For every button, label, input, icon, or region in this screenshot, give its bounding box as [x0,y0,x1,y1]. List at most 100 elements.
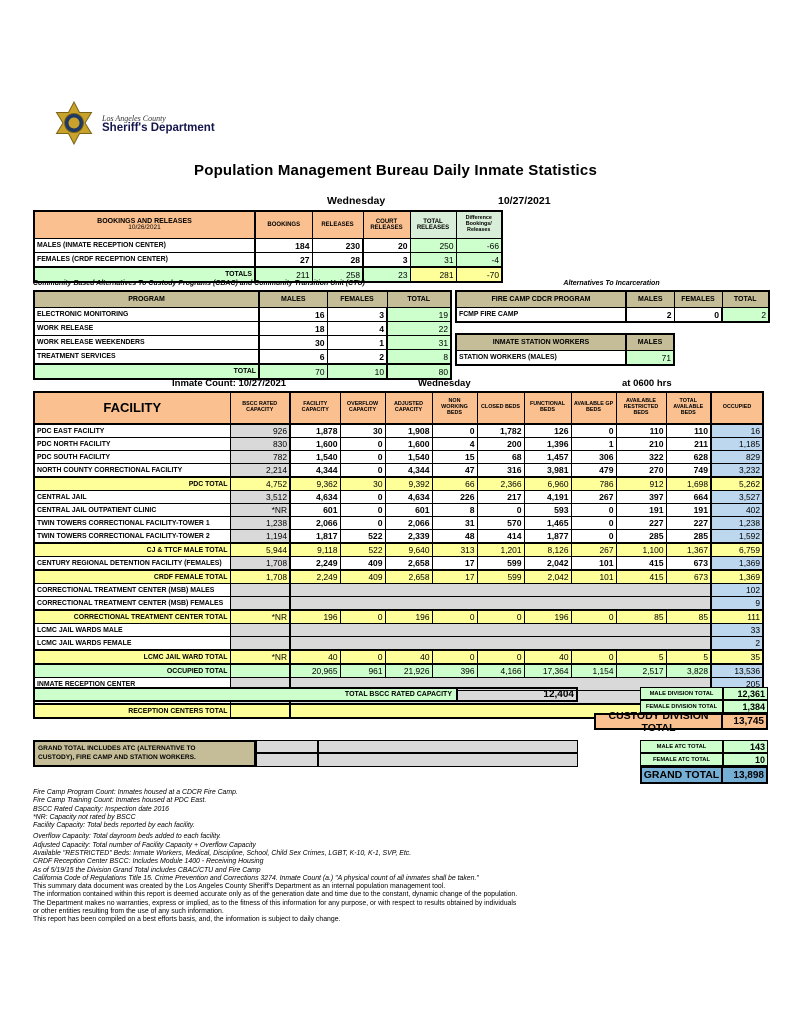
occupied-value: 3,232 [710,463,764,478]
data-row: TREATMENT SERVICES 6 2 8 [33,349,452,365]
data-value: 599 [476,556,525,571]
disclaimer-line: The Department makes no warranties, expr… [33,899,517,907]
data-value: 414 [476,529,525,544]
total-value: 85 [665,609,712,624]
column-header: NON WORKING BEDS [431,391,478,425]
facility-header-row: FACILITY BSCC RATED CAPACITY FACILITY CAPA… [33,391,764,425]
bscc-capacity [229,583,291,597]
grand-total-label: GRAND TOTAL [640,766,723,784]
footnote-line: Adjusted Capacity: Total number of Facil… [33,841,256,849]
data-value: 0 [339,490,386,504]
bscc-capacity: 2,214 [229,463,291,478]
data-value: 3,981 [523,463,572,478]
data-value: 415 [615,556,667,571]
data-value: 4,634 [289,490,341,504]
data-value: 0 [431,423,478,438]
total-value: 1,154 [570,663,617,678]
column-header: COURT RELEASES [362,210,411,239]
data-value: 2 [721,307,770,323]
data-value: 3 [326,307,388,322]
occupied-value: 111 [710,609,764,624]
total-value: 0 [570,649,617,665]
data-row: WORK RELEASE WEEKENDERS 30 1 31 [33,335,452,350]
male-atc-total-label: MALE ATC TOTAL [640,740,723,753]
facility-time-label: at 0600 hrs [622,378,672,389]
total-value: 9,640 [384,542,433,557]
data-value: 16 [258,307,328,322]
data-value: 110 [665,423,712,438]
data-value: 200 [476,437,525,451]
data-value: 30 [258,335,328,350]
male-atc-total-value: 143 [723,740,768,753]
total-value: 673 [665,569,712,584]
total-value: 85 [615,609,667,624]
row-label: FCMP FIRE CAMP [455,307,627,323]
grand-total-note-line2: CUSTODY), FIRE CAMP AND STATION WORKERS. [38,753,196,761]
facility-row: NORTH COUNTY CORRECTIONAL FACILITY 2,214 4… [33,463,764,478]
total-label: RECEPTION CENTERS TOTAL [33,703,231,719]
fire-camp-table: FIRE CAMP CDCR PROGRAM MALES FEMALES TOTAL F… [455,290,770,323]
data-value: 6 [258,349,328,365]
data-value: 0 [339,516,386,530]
data-value: 628 [665,450,712,464]
spacer-cell [289,596,712,611]
data-value: 270 [615,463,667,478]
column-header: MALES [258,290,328,308]
facility-label: CENTRAL JAIL [33,490,231,504]
bookings-header-row: BOOKINGS AND RELEASES 10/26/2021 BOOKINGS R… [33,210,503,239]
column-header: TOTAL [386,290,452,308]
total-value: 599 [476,569,525,584]
total-label: CJ & TTCF MALE TOTAL [33,542,231,557]
column-header: ADJUSTED CAPACITY [384,391,433,425]
total-value: 66 [431,476,478,491]
footnote-line: Fire Camp Training Count: Inmates housed… [33,797,207,805]
occupied-value: 9 [710,596,764,611]
data-value: 2,658 [384,556,433,571]
total-label: PDC TOTAL [33,476,231,491]
bookings-title-cell: BOOKINGS AND RELEASES 10/26/2021 [33,210,256,239]
totals-value: 281 [409,266,457,283]
total-value: 40 [384,649,433,665]
data-value: 2,066 [384,516,433,530]
column-header: TOTAL [721,290,770,308]
total-value: 9,392 [384,476,433,491]
data-value: -4 [455,252,503,268]
data-value: 226 [431,490,478,504]
total-value: 4,752 [229,476,291,491]
bookings-totals-row: TOTALS 211 258 23 281 -70 [33,266,503,283]
column-header: Difference Bookings/ Releases [455,210,503,239]
facility-row: CORRECTIONAL TREATMENT CENTER (MSB) FEMA… [33,596,764,611]
facility-row: LCMC JAIL WARDS MALE 33 [33,623,764,637]
total-value: 0 [431,609,478,624]
total-value: 4,166 [476,663,525,678]
column-header: FEMALES [673,290,723,308]
grand-total-spacer [256,740,318,753]
footnote-line: As of 5/19/15 the Division Grand Total i… [33,866,261,874]
data-value: 126 [523,423,572,438]
total-value: 8,126 [523,542,572,557]
total-value: 522 [339,542,386,557]
data-value: 2,066 [289,516,341,530]
facility-label: CENTURY REGIONAL DETENTION FACILITY (FEM… [33,556,231,571]
facility-row: CENTRAL JAIL OUTPATIENT CLINIC *NR 601 0 601… [33,503,764,517]
data-value: 22 [386,321,452,336]
total-value: 40 [289,649,341,665]
total-value: 0 [570,609,617,624]
total-value: 0 [476,609,525,624]
disclaimer-line: The information contained within this re… [33,891,518,899]
facility-row: CENTURY REGIONAL DETENTION FACILITY (FEM… [33,556,764,571]
total-value: 30 [339,476,386,491]
data-value: 20 [362,238,411,253]
data-value: 0 [673,307,723,323]
column-header: BSCC RATED CAPACITY [229,391,291,425]
totals-value: 23 [362,266,411,283]
grand-total-spacer [318,753,578,767]
total-value: 196 [523,609,572,624]
custody-division-total-value: 13,745 [723,713,768,730]
bscc-capacity [229,636,291,651]
data-value: 1,396 [523,437,572,451]
row-label: FEMALES (CRDF RECEPTION CENTER) [33,252,256,268]
data-row: FCMP FIRE CAMP 2 0 2 [455,307,770,323]
data-value: 210 [615,437,667,451]
data-value: 0 [339,463,386,478]
